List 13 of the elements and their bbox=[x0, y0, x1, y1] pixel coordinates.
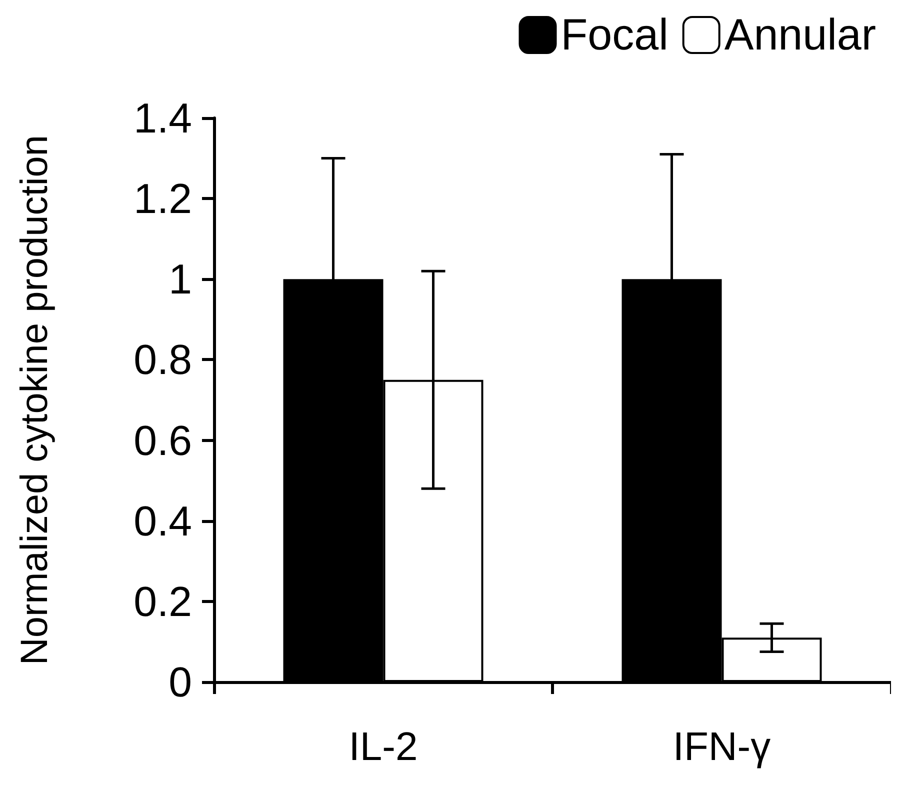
y-tick-label: 0.2 bbox=[134, 578, 192, 625]
y-axis-title: Normalized cytokine production bbox=[14, 134, 56, 666]
legend-label: Focal bbox=[560, 10, 668, 60]
y-tick-label: 1 bbox=[168, 256, 192, 303]
y-tick-label: 0.8 bbox=[134, 336, 192, 384]
x-tick-label: IFN-γ bbox=[672, 725, 771, 769]
y-tick-label: 0.4 bbox=[134, 497, 192, 544]
legend-label: Annular bbox=[724, 10, 876, 60]
x-tick-label: IL-2 bbox=[348, 725, 418, 769]
y-tick-label: 0.6 bbox=[134, 416, 192, 464]
y-tick-label: 1.2 bbox=[134, 175, 192, 222]
y-tick-label: 0 bbox=[168, 658, 192, 706]
y-tick-label: 1.4 bbox=[134, 94, 192, 142]
